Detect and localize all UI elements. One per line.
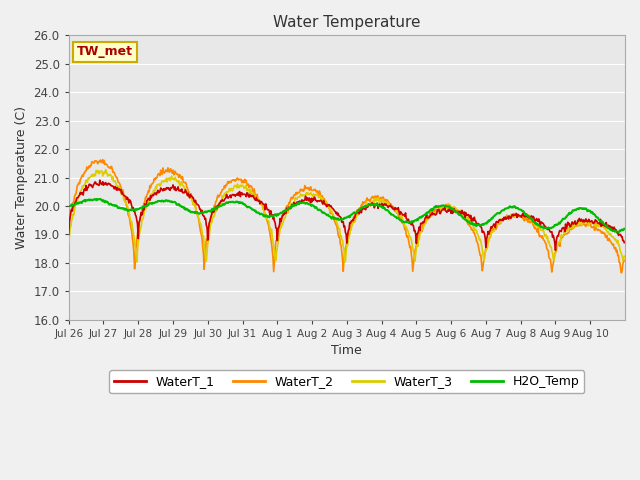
Text: TW_met: TW_met bbox=[77, 45, 133, 58]
Legend: WaterT_1, WaterT_2, WaterT_3, H2O_Temp: WaterT_1, WaterT_2, WaterT_3, H2O_Temp bbox=[109, 370, 584, 393]
X-axis label: Time: Time bbox=[332, 344, 362, 357]
Title: Water Temperature: Water Temperature bbox=[273, 15, 420, 30]
Y-axis label: Water Temperature (C): Water Temperature (C) bbox=[15, 106, 28, 249]
